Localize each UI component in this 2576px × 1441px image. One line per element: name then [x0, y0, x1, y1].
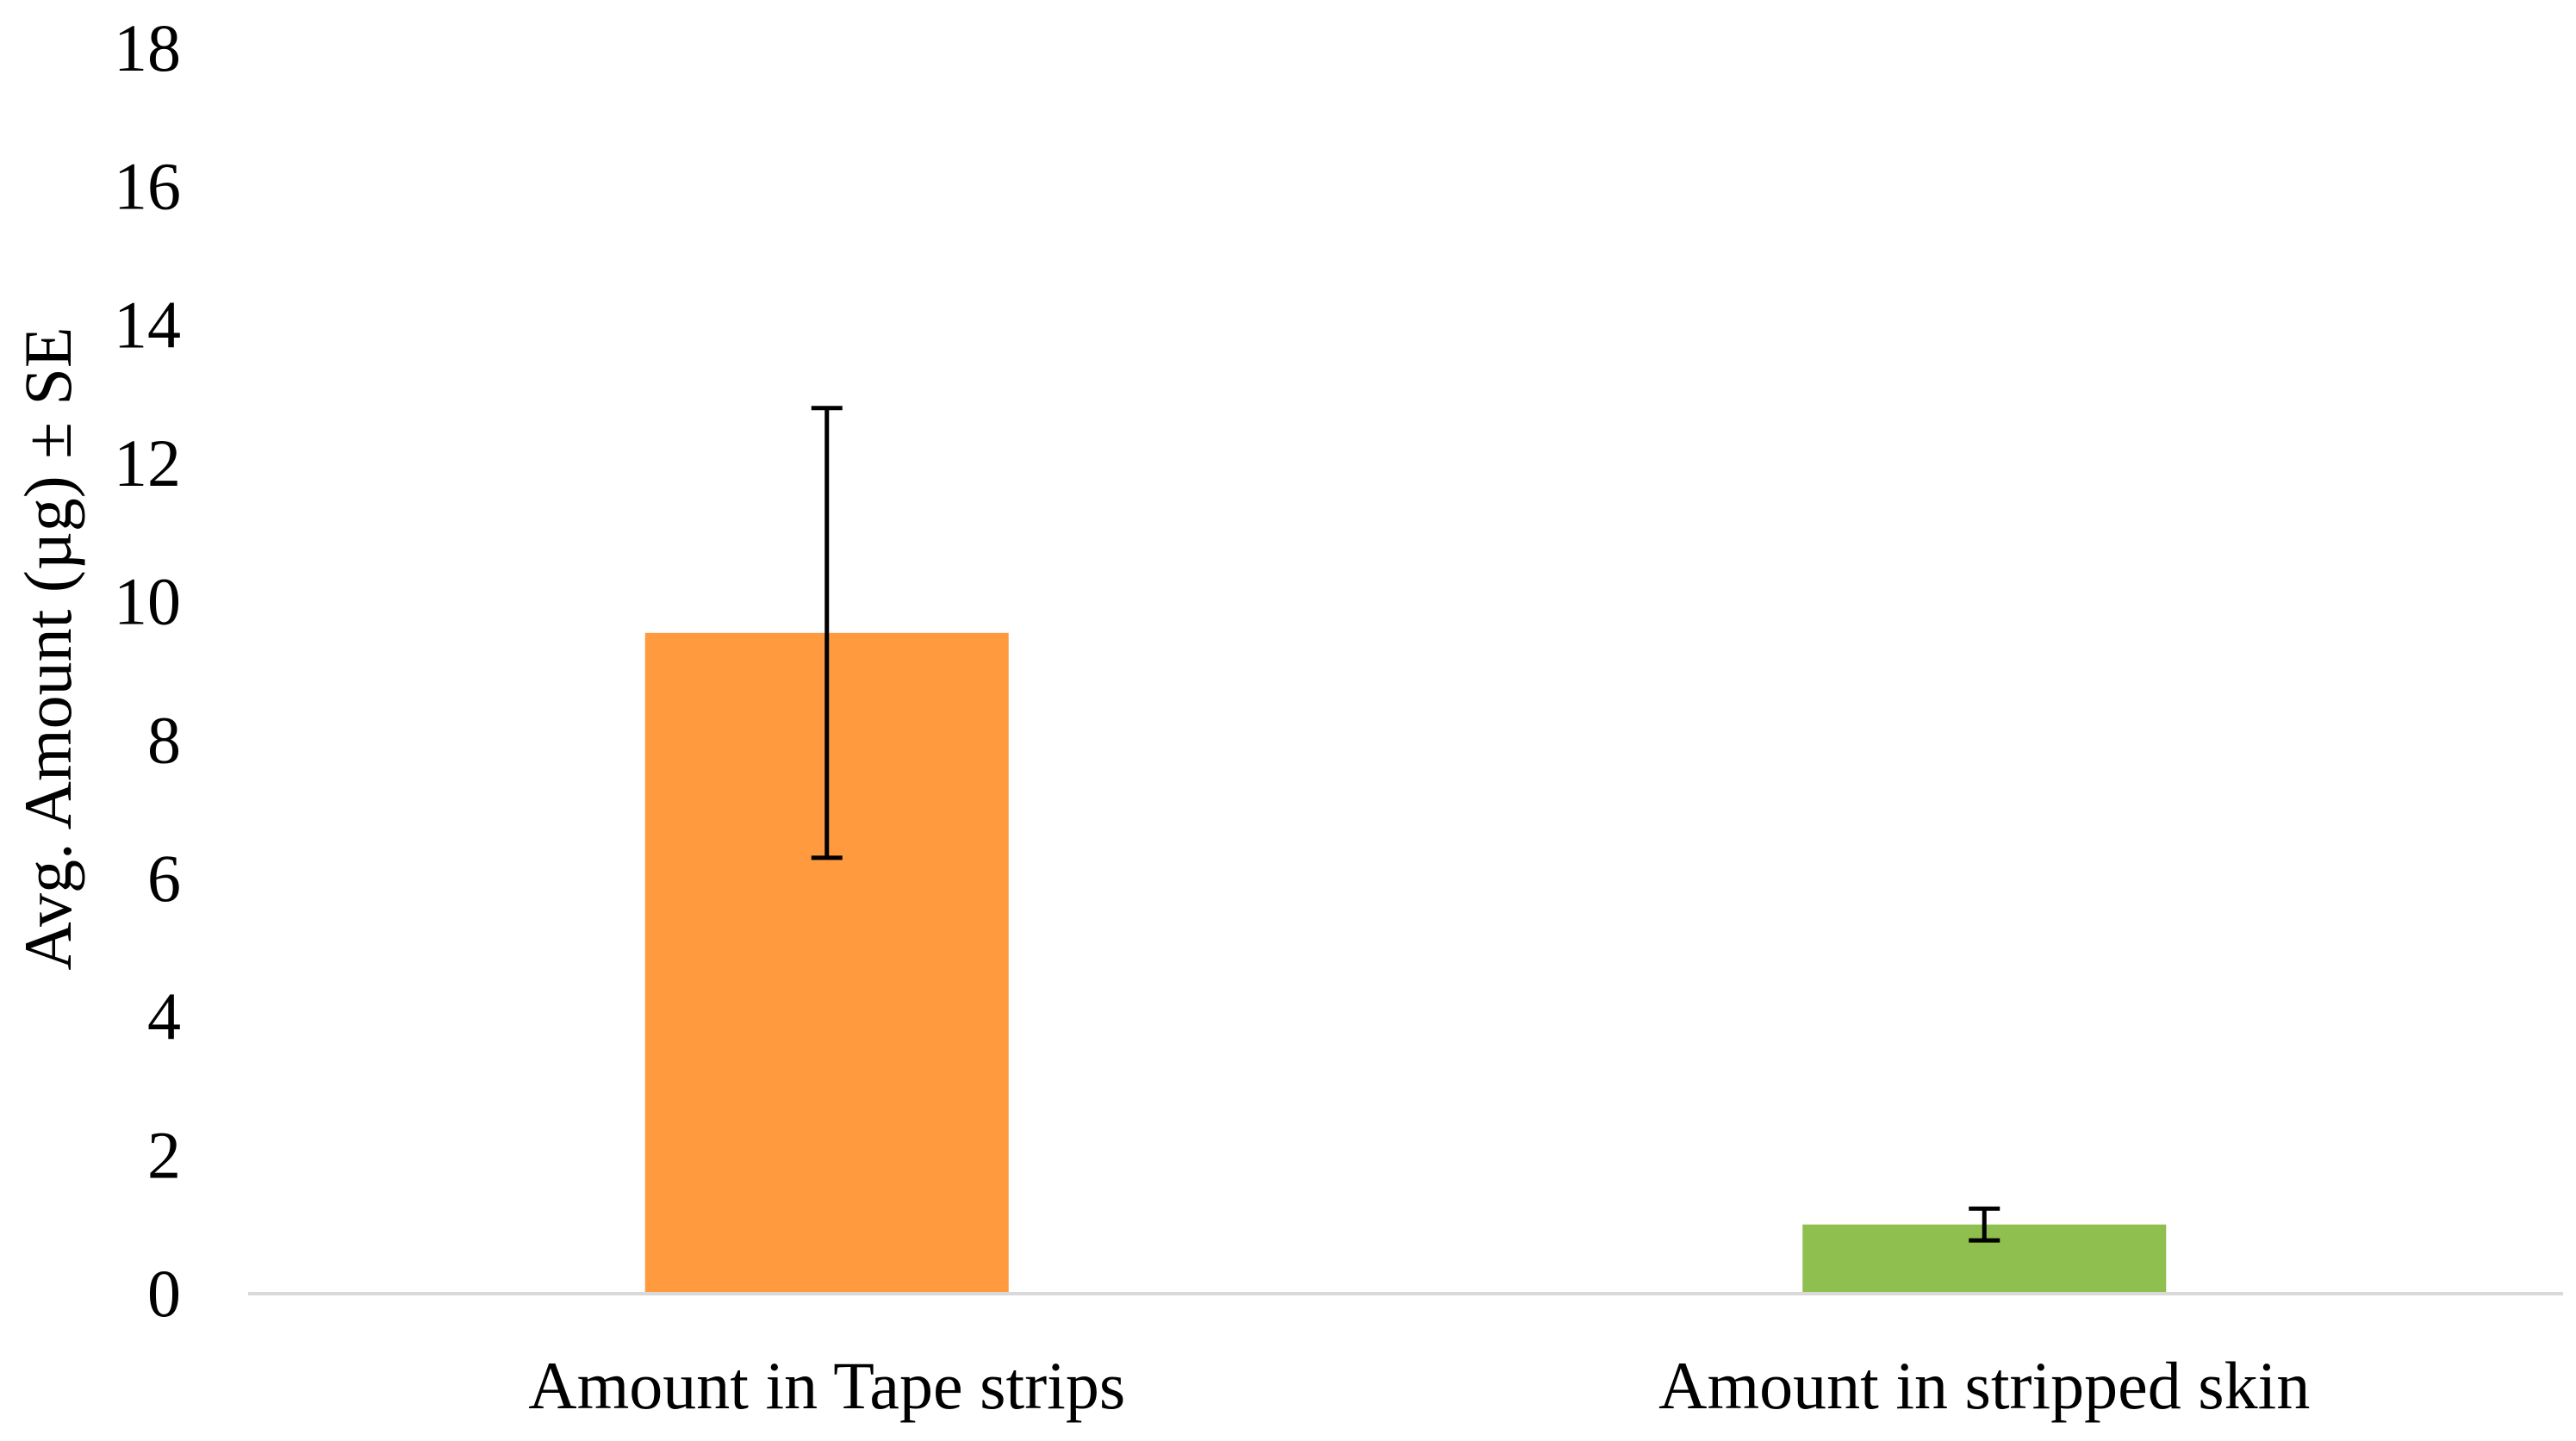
- error-bar: [1969, 1206, 2000, 1243]
- y-tick-label: 4: [147, 979, 181, 1054]
- y-tick-label: 8: [147, 702, 181, 777]
- bars: [644, 632, 2167, 1294]
- y-tick-label: 2: [147, 1117, 181, 1192]
- error-bars: [811, 406, 2000, 1243]
- y-tick-label: 12: [114, 425, 181, 500]
- y-axis-title: Avg. Amount (µg) ± SE: [10, 326, 85, 970]
- x-axis-labels: Amount in Tape strips Amount in stripped …: [528, 1348, 2310, 1423]
- x-category-label: Amount in Tape strips: [528, 1348, 1125, 1423]
- y-tick-label: 18: [114, 10, 181, 85]
- y-tick-label: 6: [147, 841, 181, 916]
- y-axis-ticks: 0 2 4 6 8 10 12 14 16 18: [114, 10, 181, 1331]
- y-tick-label: 16: [114, 149, 181, 224]
- y-tick-label: 0: [147, 1256, 181, 1331]
- y-tick-label: 10: [114, 564, 181, 639]
- error-bar: [811, 406, 843, 860]
- y-tick-label: 14: [114, 287, 181, 362]
- x-category-label: Amount in stripped skin: [1658, 1348, 2310, 1423]
